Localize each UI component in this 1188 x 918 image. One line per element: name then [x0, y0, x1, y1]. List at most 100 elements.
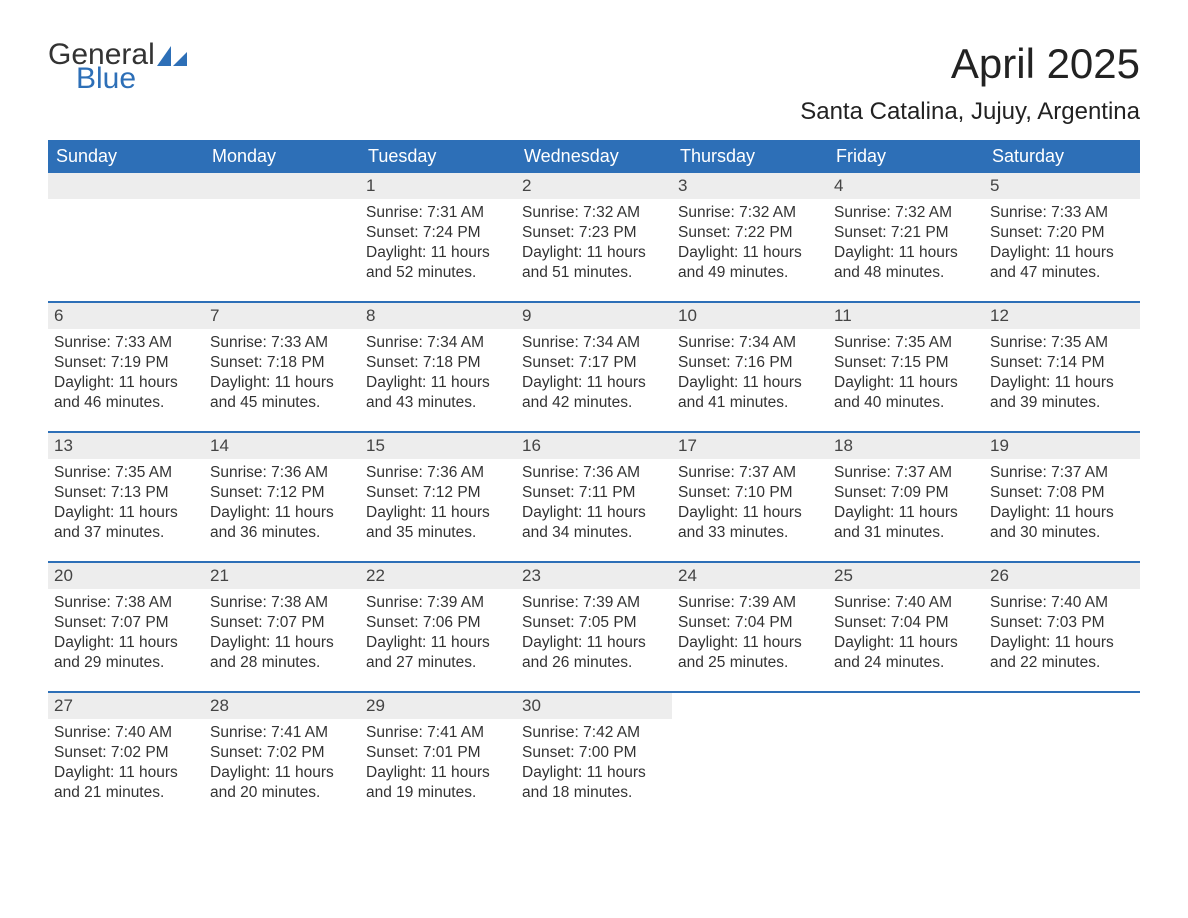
week-row: 20Sunrise: 7:38 AMSunset: 7:07 PMDayligh… — [48, 561, 1140, 691]
sunrise-text: Sunrise: 7:38 AM — [210, 593, 354, 613]
sunrise-text: Sunrise: 7:35 AM — [54, 463, 198, 483]
sunrise-text: Sunrise: 7:34 AM — [678, 333, 822, 353]
daylight-text: and 27 minutes. — [366, 653, 510, 673]
day-cell: 8Sunrise: 7:34 AMSunset: 7:18 PMDaylight… — [360, 303, 516, 431]
sunrise-text: Sunrise: 7:32 AM — [834, 203, 978, 223]
sunrise-text: Sunrise: 7:35 AM — [834, 333, 978, 353]
day-cell: 28Sunrise: 7:41 AMSunset: 7:02 PMDayligh… — [204, 693, 360, 821]
sunset-text: Sunset: 7:00 PM — [522, 743, 666, 763]
daylight-text: and 24 minutes. — [834, 653, 978, 673]
sunset-text: Sunset: 7:15 PM — [834, 353, 978, 373]
daylight-text: and 45 minutes. — [210, 393, 354, 413]
sunset-text: Sunset: 7:04 PM — [834, 613, 978, 633]
sunset-text: Sunset: 7:20 PM — [990, 223, 1134, 243]
sunrise-text: Sunrise: 7:40 AM — [54, 723, 198, 743]
sunrise-text: Sunrise: 7:37 AM — [834, 463, 978, 483]
day-cell: 6 Sunrise: 7:33 AMSunset: 7:19 PMDaylight… — [48, 303, 204, 431]
sunrise-text: Sunrise: 7:38 AM — [54, 593, 198, 613]
week-row: 13Sunrise: 7:35 AMSunset: 7:13 PMDayligh… — [48, 431, 1140, 561]
daylight-text: and 33 minutes. — [678, 523, 822, 543]
day-cell — [204, 173, 360, 301]
weekday-header: Sunday — [48, 140, 204, 173]
daylight-text: and 42 minutes. — [522, 393, 666, 413]
day-number: 23 — [516, 563, 672, 589]
week-row: 27Sunrise: 7:40 AMSunset: 7:02 PMDayligh… — [48, 691, 1140, 821]
sunrise-text: Sunrise: 7:37 AM — [990, 463, 1134, 483]
day-cell: 26Sunrise: 7:40 AMSunset: 7:03 PMDayligh… — [984, 563, 1140, 691]
day-number: 24 — [672, 563, 828, 589]
daylight-text: and 21 minutes. — [54, 783, 198, 803]
daylight-text: Daylight: 11 hours — [990, 243, 1134, 263]
week-row: 6Sunrise: 7:33 AMSunset: 7:19 PMDaylight… — [48, 301, 1140, 431]
daylight-text: Daylight: 11 hours — [522, 503, 666, 523]
sunset-text: Sunset: 7:23 PM — [522, 223, 666, 243]
day-number: 28 — [204, 693, 360, 719]
daylight-text: and 52 minutes. — [366, 263, 510, 283]
weekday-header: Monday — [204, 140, 360, 173]
weeks-container: 1Sunrise: 7:31 AMSunset: 7:24 PMDaylight… — [48, 173, 1140, 821]
daylight-text: Daylight: 11 hours — [366, 373, 510, 393]
daylight-text: and 18 minutes. — [522, 783, 666, 803]
week-row: 1Sunrise: 7:31 AMSunset: 7:24 PMDaylight… — [48, 173, 1140, 301]
daylight-text: Daylight: 11 hours — [522, 763, 666, 783]
daylight-text: and 26 minutes. — [522, 653, 666, 673]
day-cell: 11Sunrise: 7:35 AMSunset: 7:15 PMDayligh… — [828, 303, 984, 431]
day-cell — [672, 693, 828, 821]
day-number: 22 — [360, 563, 516, 589]
day-cell: 23Sunrise: 7:39 AMSunset: 7:05 PMDayligh… — [516, 563, 672, 691]
daylight-text: Daylight: 11 hours — [366, 763, 510, 783]
sunrise-text: Sunrise: 7:40 AM — [834, 593, 978, 613]
day-cell: 5Sunrise: 7:33 AMSunset: 7:20 PMDaylight… — [984, 173, 1140, 301]
daylight-text: Daylight: 11 hours — [990, 373, 1134, 393]
daylight-text: Daylight: 11 hours — [210, 633, 354, 653]
sunset-text: Sunset: 7:02 PM — [210, 743, 354, 763]
daylight-text: and 48 minutes. — [834, 263, 978, 283]
month-title: April 2025 — [800, 40, 1140, 88]
weekday-header: Tuesday — [360, 140, 516, 173]
sunset-text: Sunset: 7:16 PM — [678, 353, 822, 373]
sunset-text: Sunset: 7:18 PM — [210, 353, 354, 373]
sunrise-text: Sunrise: 7:37 AM — [678, 463, 822, 483]
day-cell: 9Sunrise: 7:34 AMSunset: 7:17 PMDaylight… — [516, 303, 672, 431]
day-number: 30 — [516, 693, 672, 719]
weekday-header: Wednesday — [516, 140, 672, 173]
daylight-text: and 25 minutes. — [678, 653, 822, 673]
sunset-text: Sunset: 7:11 PM — [522, 483, 666, 503]
daylight-text: Daylight: 11 hours — [366, 503, 510, 523]
day-number: 6 — [48, 303, 204, 329]
daylight-text: Daylight: 11 hours — [54, 373, 198, 393]
day-number: 5 — [984, 173, 1140, 199]
daylight-text: and 28 minutes. — [210, 653, 354, 673]
day-number: 3 — [672, 173, 828, 199]
sunset-text: Sunset: 7:07 PM — [210, 613, 354, 633]
day-cell — [984, 693, 1140, 821]
day-number: 14 — [204, 433, 360, 459]
daylight-text: and 39 minutes. — [990, 393, 1134, 413]
sunset-text: Sunset: 7:03 PM — [990, 613, 1134, 633]
day-number: 8 — [360, 303, 516, 329]
day-cell: 4Sunrise: 7:32 AMSunset: 7:21 PMDaylight… — [828, 173, 984, 301]
daylight-text: Daylight: 11 hours — [834, 243, 978, 263]
daylight-text: and 31 minutes. — [834, 523, 978, 543]
day-cell: 15Sunrise: 7:36 AMSunset: 7:12 PMDayligh… — [360, 433, 516, 561]
weekday-header: Saturday — [984, 140, 1140, 173]
day-cell: 21 Sunrise: 7:38 AMSunset: 7:07 PMDayligh… — [204, 563, 360, 691]
daylight-text: Daylight: 11 hours — [522, 243, 666, 263]
sunset-text: Sunset: 7:19 PM — [54, 353, 198, 373]
daylight-text: and 37 minutes. — [54, 523, 198, 543]
sunset-text: Sunset: 7:07 PM — [54, 613, 198, 633]
sunrise-text: Sunrise: 7:33 AM — [210, 333, 354, 353]
sunrise-text: Sunrise: 7:36 AM — [522, 463, 666, 483]
day-cell: 27Sunrise: 7:40 AMSunset: 7:02 PMDayligh… — [48, 693, 204, 821]
daylight-text: and 47 minutes. — [990, 263, 1134, 283]
daylight-text: and 34 minutes. — [522, 523, 666, 543]
day-number: 20 — [48, 563, 204, 589]
sunrise-text: Sunrise: 7:33 AM — [54, 333, 198, 353]
day-number: 19 — [984, 433, 1140, 459]
day-number: 21 — [204, 563, 360, 589]
logo-text-blue: Blue — [76, 64, 191, 94]
daylight-text: Daylight: 11 hours — [522, 633, 666, 653]
day-number: 11 — [828, 303, 984, 329]
weekday-header: Thursday — [672, 140, 828, 173]
day-number: 26 — [984, 563, 1140, 589]
